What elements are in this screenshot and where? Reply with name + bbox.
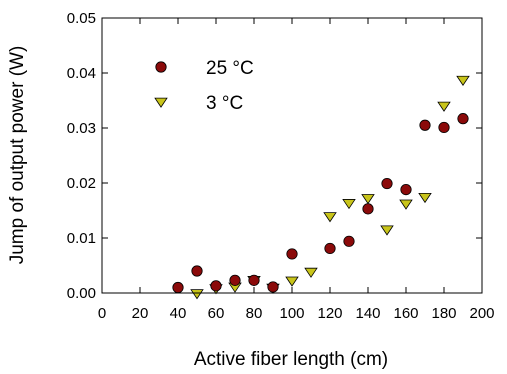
data-point (190, 289, 204, 300)
legend-label: 3 °C (206, 93, 243, 114)
data-point (457, 113, 469, 125)
y-tick-label: 0.00 (67, 285, 96, 302)
data-point (456, 75, 470, 86)
series-points (172, 113, 469, 294)
data-point (343, 235, 355, 247)
data-points (172, 75, 470, 300)
legend-label: 25 °C (206, 58, 254, 79)
y-axis-title: Jump of output power (W) (7, 46, 28, 265)
data-point (419, 119, 431, 131)
data-point (400, 184, 412, 196)
y-tick-label: 0.02 (67, 175, 96, 192)
legend-marker (154, 97, 168, 108)
data-point (229, 274, 241, 286)
data-point (362, 203, 374, 215)
x-tick-label: 0 (98, 305, 106, 322)
legend-marker (155, 61, 167, 73)
x-tick-label: 60 (208, 305, 225, 322)
x-tick-label: 140 (355, 305, 380, 322)
data-point (304, 267, 318, 278)
y-tick-label: 0.03 (67, 120, 96, 137)
data-point (286, 248, 298, 260)
legend: 25 °C 3 °C (154, 58, 254, 114)
data-point (324, 242, 336, 255)
axis-ticks: 0 20 40 60 80 100 120 140 160 180 200 0.00 0.01 0.02 0… (67, 10, 495, 322)
x-tick-label: 200 (469, 305, 494, 322)
data-point (285, 276, 299, 287)
data-point (361, 194, 375, 205)
data-point (172, 281, 184, 294)
data-point (248, 274, 260, 286)
data-point (381, 177, 393, 190)
x-tick-label: 180 (431, 305, 456, 322)
x-tick-label: 100 (279, 305, 304, 322)
y-tick-label: 0.05 (67, 10, 96, 27)
x-tick-label: 20 (132, 305, 149, 322)
data-point (399, 199, 413, 210)
data-point (267, 281, 279, 293)
x-tick-label: 40 (170, 305, 187, 322)
data-point (342, 199, 356, 210)
data-point (380, 225, 394, 236)
data-point (323, 212, 337, 223)
x-tick-label: 80 (246, 305, 263, 322)
plot-frame (101, 17, 483, 294)
x-tick-label: 160 (393, 305, 418, 322)
data-point (210, 280, 222, 292)
data-point (438, 121, 450, 134)
data-point (191, 265, 203, 277)
y-tick-label: 0.04 (67, 65, 96, 82)
x-tick-label: 120 (317, 305, 342, 322)
x-axis-title: Active fiber length (cm) (194, 349, 388, 370)
data-point (437, 101, 451, 112)
y-tick-label: 0.01 (67, 230, 96, 247)
data-point (418, 192, 432, 204)
